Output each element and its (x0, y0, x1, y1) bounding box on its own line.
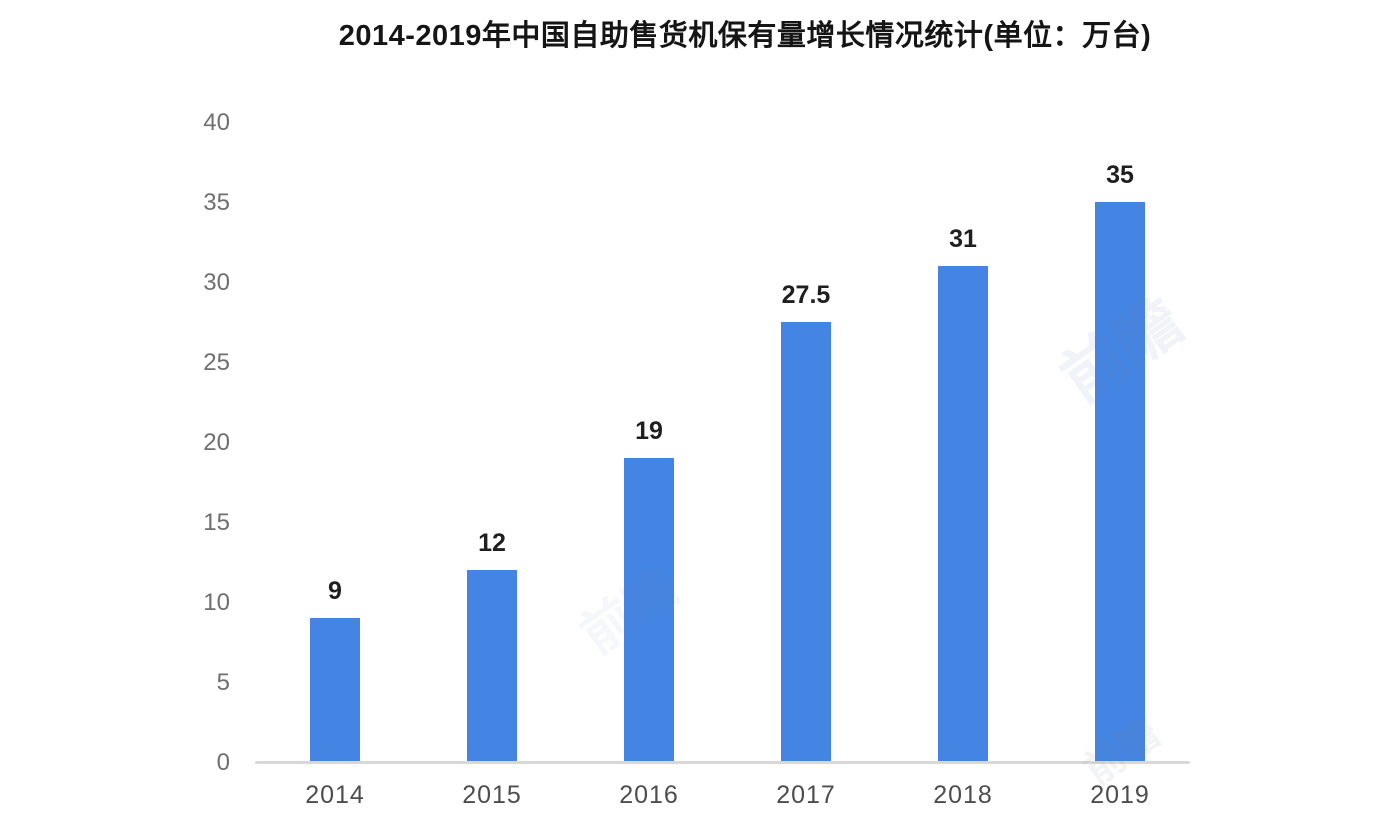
y-tick-label-5: 5 (216, 669, 230, 696)
plot-area: 0 5 10 15 20 25 30 35 40 9 12 19 27.5 31 35 2014 2015 2… (203, 109, 1190, 809)
y-tick-label-35: 35 (203, 189, 230, 216)
bar-value-label-2018: 31 (949, 225, 977, 253)
y-tick-label-30: 30 (203, 269, 230, 296)
bar-2017 (781, 322, 831, 762)
x-tick-label-2014: 2014 (305, 781, 365, 809)
x-axis-line (255, 761, 1190, 764)
bar-value-label-2019: 35 (1106, 161, 1134, 189)
x-tick-label-2018: 2018 (933, 781, 993, 809)
bar-2016 (624, 458, 674, 762)
y-tick-label-20: 20 (203, 429, 230, 456)
x-tick-label-2019: 2019 (1090, 781, 1150, 809)
x-tick-label-2017: 2017 (776, 781, 836, 809)
x-tick-label-2016: 2016 (619, 781, 679, 809)
bar-2019 (1095, 202, 1145, 762)
bar-2018 (938, 266, 988, 762)
bar-value-label-2015: 12 (478, 529, 506, 557)
chart-title: 2014-2019年中国自助售货机保有量增长情况统计(单位：万台) (338, 20, 1152, 52)
y-tick-label-10: 10 (203, 589, 230, 616)
bar-value-label-2016: 19 (635, 417, 663, 445)
bar-value-label-2017: 27.5 (781, 281, 831, 309)
bar-value-label-2014: 9 (328, 577, 342, 605)
y-tick-label-40: 40 (203, 109, 230, 136)
y-tick-label-0: 0 (216, 749, 230, 776)
y-tick-label-25: 25 (203, 349, 230, 376)
y-tick-label-15: 15 (203, 509, 230, 536)
x-tick-label-2015: 2015 (462, 781, 522, 809)
bar-2015 (467, 570, 517, 762)
bar-2014 (310, 618, 360, 762)
